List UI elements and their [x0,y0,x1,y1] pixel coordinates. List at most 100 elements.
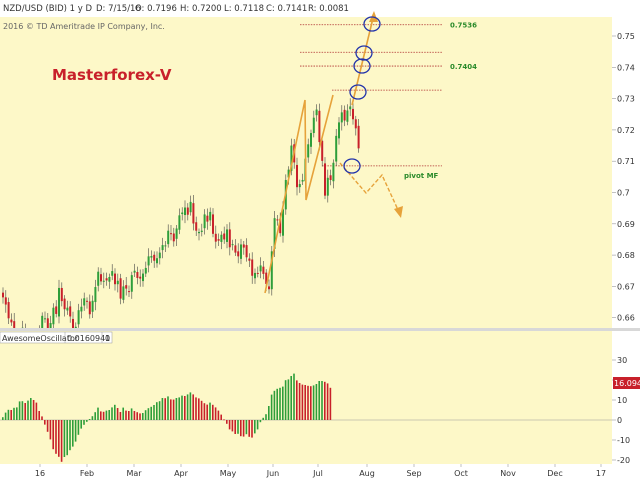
arrowhead-down [394,206,403,218]
oscillator-bar [116,408,119,420]
candle-body [357,125,360,149]
oscillator-bar [223,419,225,421]
projection-path-down [339,162,400,213]
oscillator-param: 0 [105,334,110,343]
candle-body [282,209,284,236]
oscillator-bar [88,419,91,420]
oscillator-bar [97,407,99,420]
oscillator-bar [206,404,208,420]
oscillator-bar [21,401,24,420]
oscillator-bar [237,420,239,434]
oscillator-bar [125,410,127,420]
oscillator-bar [301,384,304,420]
time-tick-label: Feb [80,469,94,478]
price-tick-label: 0.7 [617,189,630,198]
candle-body [97,271,100,286]
level-circle-marker [353,58,371,74]
level-circle-marker [343,158,361,174]
candle-body [203,214,206,229]
price-tick-label: 0.68 [617,251,635,260]
candle-body [301,179,304,182]
oscillator-bar [228,420,231,430]
oscillator-bar [203,403,206,420]
oscillator-bar [195,397,197,420]
oscillator-name[interactable]: AwesomeOscillator [2,334,79,343]
symbol-label[interactable]: NZD/USD (BID) 1 y D [3,4,93,14]
candle-body [270,251,273,290]
oscillator-bar [326,383,329,420]
panel-separator[interactable] [0,328,640,331]
time-tick-label: Nov [500,469,516,478]
oscillator-bar [38,411,40,420]
candle-body [55,306,58,314]
candle-body [128,291,130,293]
oscillator-bar [265,414,267,420]
candle-body [10,319,13,323]
time-tick-label: Aug [359,469,375,478]
candle-body [184,207,186,216]
candle-body [273,218,276,249]
time-axis[interactable] [0,464,640,480]
level-label: 0.7536 [450,22,477,30]
oscillator-bar [108,410,110,420]
oscillator-bar [153,405,155,420]
oscillator-bar [251,420,253,438]
oscillator-bar [18,401,21,420]
oscillator-header [0,331,113,344]
oscillator-bar [184,396,186,420]
oscillator-bar [16,407,18,420]
candle-body [114,273,116,285]
oscillator-bar [72,420,74,447]
candle-body [223,233,226,240]
oscillator-bar [234,420,236,434]
oscillator-current-tag [613,377,640,389]
oscillator-bar [172,399,175,420]
candle-body [354,119,357,129]
level-label: pivot MF [404,172,439,180]
oscillator-tick-label: 10 [617,396,627,405]
oscillator-bar [7,409,10,420]
candle-body [178,215,181,230]
oscillator-bar [41,416,43,420]
oscillator-bar [262,417,264,420]
candle-body [332,162,335,182]
oscillator-bar [310,386,312,420]
candle-body [83,298,86,306]
candle-body [181,212,184,215]
header-bar [0,0,640,17]
candle-body [142,273,144,282]
oscillator-bar [167,396,169,420]
candle-body [133,270,136,273]
candle-body [352,108,354,120]
oscillator-bar [80,420,82,429]
candle-body [192,203,195,224]
oscillator-tick-label: -10 [617,436,630,445]
candle-body [105,278,108,281]
candle-body [119,278,122,299]
candle-body [108,277,111,282]
oscillator-bar [186,394,189,420]
oscillator-bar [170,399,172,420]
oscillator-bar [105,410,108,420]
oscillator-bar [119,412,122,420]
oscillator-bar [287,379,290,420]
price-tick-label: 0.73 [617,95,635,104]
oscillator-bar [226,420,228,424]
oscillator-value: 0.0160941 [67,334,110,343]
oscillator-bar [276,388,278,420]
level-circle-marker [363,16,381,32]
candle-body [343,109,346,121]
oscillator-bar [142,413,144,420]
oscillator-bar [156,402,158,420]
candle-body [276,219,279,221]
oscillator-bar [46,420,49,432]
price-tick-label: 0.72 [617,126,635,135]
oscillator-bar [58,420,60,457]
oscillator-bar [27,400,29,420]
candle-body [251,259,254,276]
candle-body [245,245,248,258]
oscillator-bar [94,412,96,420]
oscillator-bar [164,398,166,420]
oscillator-bar [63,420,66,457]
oscillator-bar [318,381,320,420]
